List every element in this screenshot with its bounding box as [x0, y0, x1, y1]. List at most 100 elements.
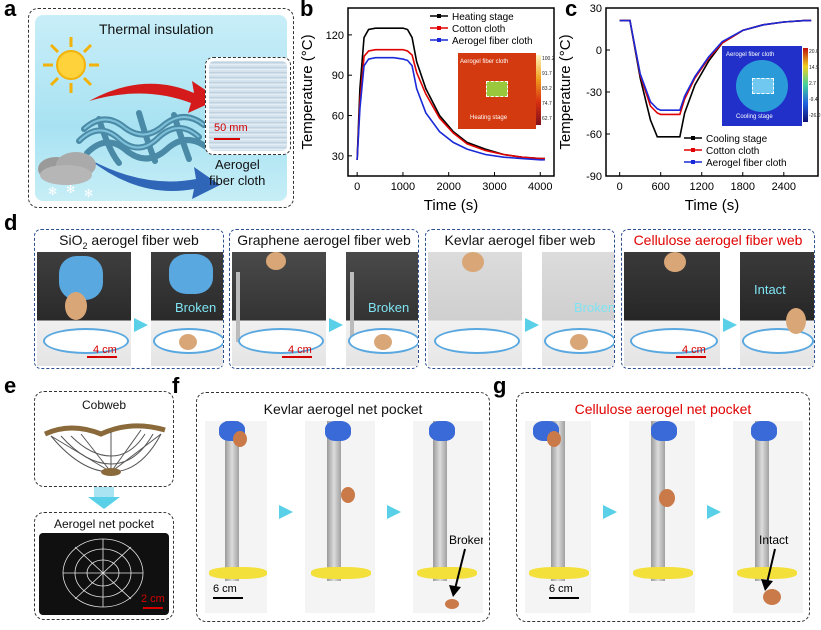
- thermal-c-label-top: Aerogel fiber cloth: [726, 52, 775, 58]
- y-tick-label: -60: [586, 129, 602, 141]
- drop-photo-before: 4 cm: [232, 252, 326, 366]
- panel-f-frame: Kevlar aerogel net pocket 6 cm Broken: [196, 392, 490, 622]
- inset-caption-2: fiber cloth: [209, 173, 266, 188]
- thermal-b-label-top: Aerogel fiber cloth: [460, 59, 509, 65]
- scale-bar-g: [549, 597, 579, 599]
- fiber-cloth-inset: 50 mm: [205, 57, 291, 155]
- legend-label-2: Aerogel fiber cloth: [452, 36, 533, 47]
- legend-marker-2: [437, 38, 441, 42]
- heat-arrow-icon: [89, 81, 219, 113]
- cobweb-frame: Cobweb: [34, 391, 174, 487]
- legend-marker-0: [437, 14, 441, 18]
- web-holder: [742, 328, 814, 354]
- result-label: Broken: [368, 300, 410, 315]
- scale-label-d: 4 cm: [93, 344, 117, 356]
- net-pocket-holder: [311, 567, 371, 579]
- y-tick-label: 0: [596, 45, 602, 57]
- scale-bar-a: [214, 138, 240, 140]
- chart-b: 0 1000 2000 3000 4000 30 60 90 120 Time (s) Temper…: [299, 7, 555, 214]
- steel-ruler: [755, 421, 769, 581]
- egg: [547, 431, 561, 447]
- drop-photo-before: 4 cm: [624, 252, 720, 366]
- y-tick-label: 30: [590, 3, 602, 15]
- scale-label-a: 50 mm: [214, 122, 248, 134]
- web-holder: [238, 328, 324, 354]
- cbar-c-tick-0: 20.0: [809, 49, 819, 55]
- cbar-b-tick-1: 91.7: [542, 71, 552, 77]
- legend-label-1: Cotton cloth: [706, 146, 759, 157]
- ruler: [236, 272, 240, 342]
- net-drop-photo-3: Broken: [413, 421, 483, 613]
- glove: [169, 254, 213, 294]
- scale-label-d: 4 cm: [682, 344, 706, 356]
- net-drop-photo-2: [305, 421, 375, 613]
- net-pocket-frame: Aerogel net pocket 2 cm: [34, 512, 174, 620]
- legend-marker-2: [691, 160, 695, 164]
- svg-text:✻: ✻: [84, 188, 93, 199]
- panel-letter-c: c: [565, 0, 578, 21]
- panel-letter-e: e: [4, 373, 17, 398]
- egg: [763, 589, 781, 605]
- net-pocket-holder: [209, 567, 267, 579]
- sun-icon: [43, 37, 99, 93]
- egg: [786, 308, 806, 334]
- scale-label-g: 6 cm: [549, 583, 573, 595]
- legend-marker-1: [691, 148, 695, 152]
- result-label-f: Broken: [449, 533, 483, 547]
- series-line-2: [356, 56, 545, 161]
- x-tick-label: 1200: [689, 181, 713, 193]
- result-label: Intact: [754, 282, 786, 297]
- scale-bar-d: [282, 356, 312, 358]
- thermal-hot-spot: [486, 81, 508, 97]
- panel-letter-d: d: [4, 210, 18, 235]
- cbar-b-tick-2: 83.2: [542, 86, 552, 92]
- scale-bar-d: [676, 356, 706, 358]
- web-holder: [434, 328, 520, 354]
- svg-text:✻: ✻: [66, 184, 75, 196]
- cbar-c-tick-1: 14.9: [809, 65, 819, 71]
- net-drop-photo-3: Intact: [733, 421, 803, 613]
- glove: [429, 421, 455, 441]
- drop-photo-after: Broken: [151, 252, 223, 366]
- colorbar-b: [536, 55, 541, 125]
- panel-letter-f: f: [172, 373, 180, 398]
- y-tick-label: 60: [332, 111, 344, 123]
- x-tick-label: 4000: [528, 181, 552, 193]
- thermal-c-label-bottom: Cooling stage: [736, 114, 773, 120]
- legend-label-0: Heating stage: [452, 12, 514, 23]
- arrow-right-icon: [525, 318, 539, 332]
- cloud-icon: ✻ ✻ ✻: [38, 152, 96, 199]
- y-tick-label: 120: [326, 30, 344, 42]
- x-tick-label: 1000: [391, 181, 415, 193]
- egg: [266, 252, 286, 270]
- colorbar-b-ticks: 100.2 91.7 83.2 74.7 62.7: [542, 52, 555, 127]
- cobweb-label: Cobweb: [81, 398, 127, 412]
- egg: [659, 489, 675, 507]
- drop-photo-before: [428, 252, 522, 366]
- net-pocket-photo: 2 cm: [39, 533, 169, 615]
- panel-a-title: Thermal insulation: [99, 21, 214, 37]
- group-title-post: aerogel fiber web: [87, 232, 199, 248]
- group-title-sub: 2: [82, 240, 88, 251]
- cbar-c-tick-4: -26.0: [809, 113, 821, 119]
- thermal-cold-spot: [752, 78, 774, 94]
- result-label: Broken: [574, 300, 614, 315]
- drop-photo-after: Broken: [346, 252, 418, 366]
- series-line-1: [356, 48, 545, 160]
- legend-label-2: Aerogel fiber cloth: [706, 158, 787, 169]
- plot-frame: [347, 7, 555, 177]
- net-pocket-holder: [417, 567, 477, 579]
- scale-label-e: 2 cm: [141, 593, 165, 605]
- steel-ruler: [433, 421, 447, 581]
- x-tick-label: 3000: [482, 181, 506, 193]
- x-tick-label: 2000: [436, 181, 460, 193]
- result-label: Broken: [175, 300, 217, 315]
- y-tick-label: -90: [586, 171, 602, 183]
- egg: [179, 334, 197, 350]
- net-pocket-holder: [633, 567, 693, 579]
- cbar-c-tick-3: -9.4: [809, 97, 818, 103]
- drop-photo-before: 4 cm: [37, 252, 131, 366]
- net-drop-photo-2: [629, 421, 695, 613]
- cold-arrow-icon: [89, 159, 220, 199]
- down-arrow-icon: [88, 497, 120, 509]
